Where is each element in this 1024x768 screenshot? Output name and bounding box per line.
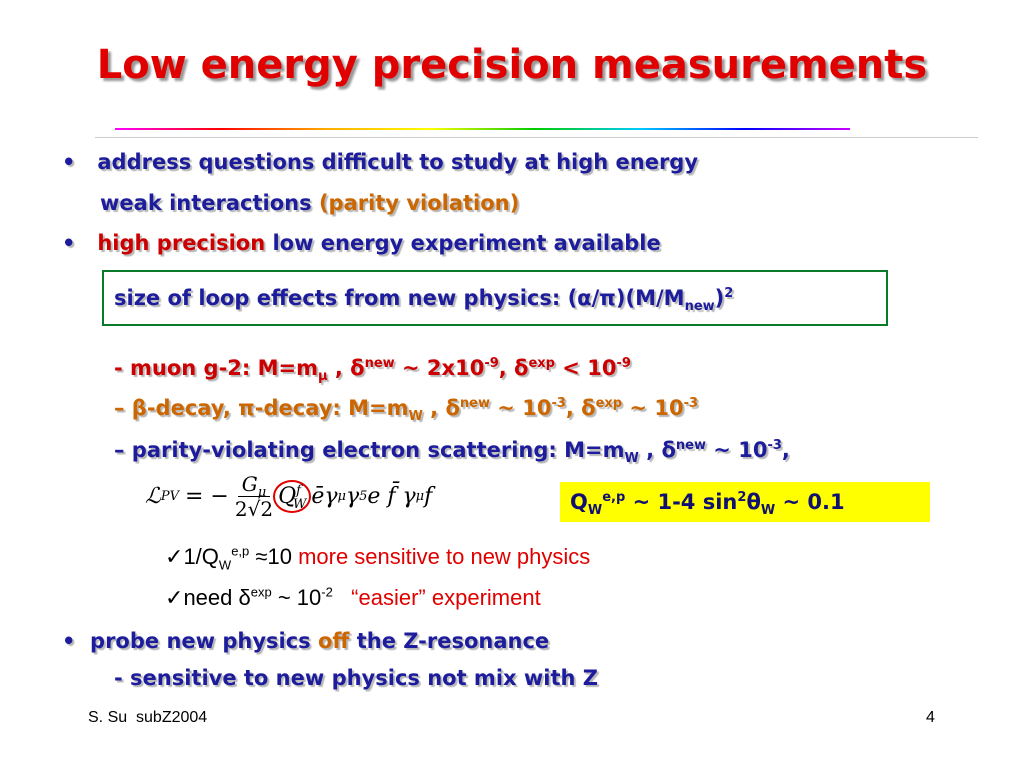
text-run: ~ 0.1: [775, 490, 845, 514]
text-run: the Z-resonance: [356, 629, 550, 653]
bullet-item: • probe new physics off the Z-resonance: [62, 629, 550, 653]
subscript: W: [218, 557, 232, 573]
text-run: off: [317, 629, 350, 653]
superscript: -3: [767, 438, 782, 453]
text-run: , δ: [498, 356, 529, 380]
text-run: high precision: [97, 231, 266, 255]
text-run: 1/Q: [183, 544, 219, 569]
example-line: – parity-violating electron scattering: …: [114, 437, 790, 467]
slide-title: Low energy precision measurements: [96, 42, 928, 88]
superscript: -2: [321, 584, 333, 600]
text-run: more sensitive to new physics: [298, 544, 591, 569]
bullet-continuation: - sensitive to new physics not mix with …: [114, 665, 598, 691]
superscript: e,p: [231, 543, 250, 559]
check-item: ✓need δexp ~ 10-2 “easier” experiment: [165, 585, 541, 611]
subscript: W: [408, 409, 423, 425]
subscript: μ: [318, 369, 328, 385]
text-run: θ: [746, 490, 761, 514]
text-run: ~ 1-4 sin: [625, 490, 738, 514]
text-run: (parity violation): [318, 191, 520, 215]
checkmark: ✓: [165, 585, 184, 610]
superscript: new: [459, 396, 490, 411]
bullet-item: • high precision low energy experiment a…: [62, 231, 661, 255]
text-run: probe new physics: [90, 629, 311, 653]
text-run: - muon g-2: M=m: [114, 356, 318, 380]
text-run: low energy experiment available: [272, 231, 661, 255]
text-run: – β-decay, π-decay: M=m: [114, 396, 409, 420]
superscript: -3: [551, 396, 566, 411]
text-run: ~ 10: [489, 396, 552, 420]
text-run: ~ 2x10: [394, 356, 485, 380]
bullet-item: • address questions difficult to study a…: [62, 150, 699, 174]
superscript: f: [296, 483, 301, 499]
text-run: need δ: [183, 585, 251, 610]
subscript: new: [684, 299, 715, 315]
example-line: - muon g-2: M=mμ , δnew ~ 2x10-9, δexp <…: [114, 355, 631, 385]
text-run: γ: [345, 484, 360, 509]
text-run: f: [424, 484, 433, 509]
example-line: – β-decay, π-decay: M=mW , δnew ~ 10-3, …: [114, 395, 699, 425]
text-run: Q: [278, 484, 297, 509]
text-run: < 10: [555, 356, 617, 380]
box-text: size of loop effects from new physics: (…: [114, 285, 734, 315]
text-run: size of loop effects from new physics: (…: [114, 286, 685, 310]
circled-charge: QfW: [273, 480, 312, 513]
rainbow-rule: [115, 128, 850, 130]
text-run: ): [714, 286, 725, 310]
text-run: ~ 10: [271, 585, 322, 610]
superscript: -3: [683, 396, 699, 411]
text-run: ℒ: [145, 484, 161, 509]
superscript: 2: [724, 286, 734, 301]
weak-charge-text: QWe,p ~ 1-4 sin2θW ~ 0.1: [570, 489, 845, 519]
numerator: Gμ: [237, 472, 271, 500]
superscript: -9: [616, 356, 631, 371]
text-run: Q: [570, 490, 588, 514]
text-run: address questions difficult to study at …: [97, 150, 699, 174]
footer-left: S. Su subZ2004: [88, 709, 208, 726]
denominator: 2√2: [234, 497, 274, 521]
superscript: new: [675, 438, 706, 453]
text-run: ~ 10: [705, 438, 768, 462]
superscript: e,p: [602, 490, 626, 505]
page-number: 4: [926, 709, 935, 726]
text-run: , δ: [638, 438, 676, 462]
text-run: ēγ: [311, 484, 338, 509]
superscript: exp: [250, 584, 272, 600]
text-run: = −: [185, 484, 229, 509]
subscript: W: [624, 451, 639, 467]
text-run: e f̄ γ: [367, 484, 416, 509]
text-run: ~ 10: [622, 396, 684, 420]
highlight-box: [102, 270, 888, 326]
text-run: G: [241, 472, 258, 496]
superscript: 2: [737, 490, 747, 505]
fraction: Gμ 2√2: [235, 472, 273, 521]
text-run: , δ: [565, 396, 596, 420]
divider: [95, 137, 978, 138]
text-run: “easier” experiment: [351, 585, 541, 610]
superscript: exp: [528, 356, 555, 371]
subscript: W: [292, 497, 307, 513]
bullet-continuation: weak interactions (parity violation): [100, 190, 519, 216]
text-run: weak interactions: [100, 191, 312, 215]
text-run: ≈10: [249, 544, 292, 569]
superscript: -9: [484, 356, 499, 371]
text-run: , δ: [327, 356, 365, 380]
superscript: new: [364, 356, 395, 371]
subscript: μ: [257, 485, 267, 500]
text-run: , δ: [422, 396, 460, 420]
text-run: - sensitive to new physics not mix with …: [114, 666, 598, 690]
text-run: ,: [781, 438, 790, 462]
check-item: ✓1/QWe,p ≈10 more sensitive to new physi…: [165, 543, 591, 573]
superscript: exp: [595, 396, 623, 411]
checkmark: ✓: [165, 544, 184, 569]
text-run: – parity-violating electron scattering: …: [114, 438, 625, 462]
subscript: W: [587, 503, 603, 519]
subscript: W: [760, 503, 776, 519]
weak-charge-box: [560, 482, 930, 522]
